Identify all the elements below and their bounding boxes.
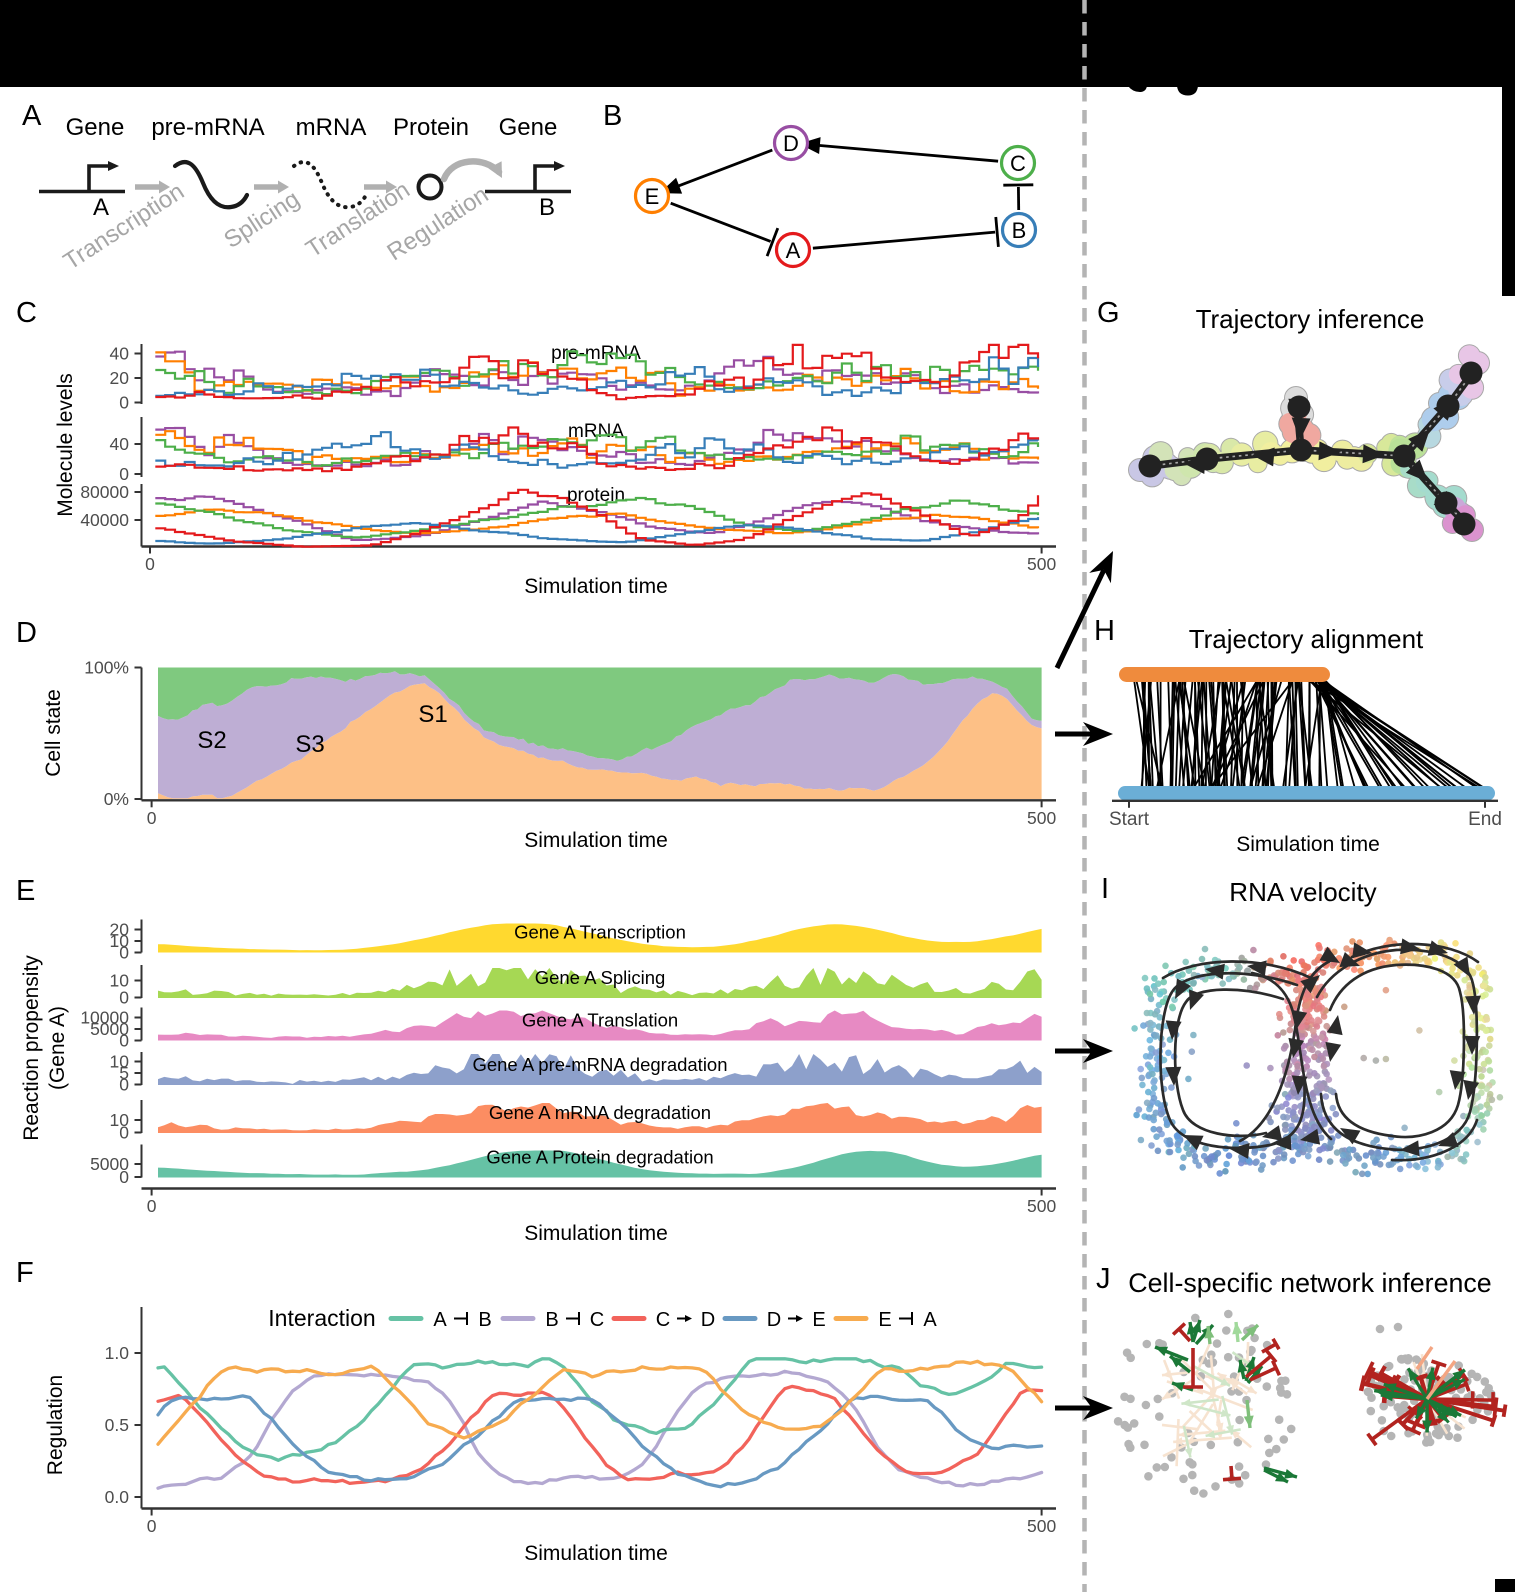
svg-text:10: 10 (110, 1052, 130, 1072)
svg-text:pre-mRNA: pre-mRNA (551, 343, 641, 364)
svg-text:Gene A mRNA degradation: Gene A mRNA degradation (489, 1102, 711, 1123)
svg-text:0: 0 (119, 1031, 129, 1051)
svg-text:End: End (1468, 809, 1502, 830)
svg-text:5: 5 (119, 1063, 129, 1083)
svg-text:0.0: 0.0 (105, 1487, 130, 1507)
svg-text:0%: 0% (104, 789, 129, 809)
svg-text:E: E (812, 1309, 825, 1331)
svg-text:0: 0 (119, 464, 129, 484)
svg-text:10: 10 (110, 971, 130, 991)
svg-text:Reaction propensity: Reaction propensity (20, 955, 43, 1141)
svg-text:RNA velocity: RNA velocity (1229, 877, 1376, 907)
svg-text:J: J (1096, 1263, 1111, 1295)
svg-text:C: C (656, 1309, 670, 1331)
svg-text:0: 0 (119, 988, 129, 1008)
svg-text:D: D (16, 617, 37, 649)
svg-text:C: C (1010, 151, 1026, 176)
svg-text:A: A (22, 100, 42, 132)
svg-text:A: A (93, 194, 109, 221)
svg-text:500: 500 (1027, 1196, 1056, 1216)
svg-text:E: E (878, 1309, 891, 1331)
svg-text:40: 40 (110, 434, 130, 454)
svg-text:E: E (16, 875, 35, 907)
svg-text:500: 500 (1027, 808, 1056, 828)
svg-text:Cell state: Cell state (42, 689, 65, 777)
svg-text:80000: 80000 (80, 482, 129, 502)
svg-text:D: D (767, 1309, 781, 1331)
svg-text:C: C (590, 1309, 604, 1331)
svg-text:Trajectory inference: Trajectory inference (1196, 304, 1425, 334)
svg-text:D: D (783, 131, 799, 156)
svg-text:Simulation time: Simulation time (524, 829, 668, 852)
svg-text:Gene: Gene (499, 114, 558, 141)
svg-text:pre-mRNA: pre-mRNA (151, 114, 264, 141)
svg-text:Molecule levels: Molecule levels (54, 373, 77, 517)
svg-text:Trajectory alignment: Trajectory alignment (1189, 624, 1424, 654)
svg-text:500: 500 (1027, 554, 1056, 574)
svg-text:B: B (478, 1309, 491, 1331)
svg-text:Gene A Protein degradation: Gene A Protein degradation (486, 1147, 713, 1168)
svg-text:Simulation time: Simulation time (1236, 833, 1380, 856)
svg-text:0.5: 0.5 (105, 1415, 129, 1435)
svg-text:20: 20 (110, 920, 130, 940)
svg-text:0: 0 (119, 1075, 129, 1095)
svg-text:Gene: Gene (66, 114, 125, 141)
svg-text:Start: Start (1109, 809, 1150, 830)
svg-text:10: 10 (110, 931, 130, 951)
svg-text:S3: S3 (295, 731, 324, 758)
svg-text:B: B (545, 1309, 558, 1331)
svg-text:5000: 5000 (90, 1019, 129, 1039)
svg-text:Simulation time: Simulation time (524, 1542, 668, 1565)
svg-text:B: B (603, 100, 622, 132)
svg-text:mRNA: mRNA (296, 114, 367, 141)
svg-text:Gene A pre-mRNA degradation: Gene A pre-mRNA degradation (472, 1054, 727, 1075)
svg-text:0: 0 (119, 943, 129, 963)
svg-text:Regulation: Regulation (44, 1375, 67, 1475)
svg-text:B: B (1012, 218, 1027, 243)
svg-text:0: 0 (145, 554, 155, 574)
svg-text:H: H (1094, 615, 1115, 647)
svg-text:20: 20 (110, 368, 130, 388)
svg-text:10: 10 (110, 1110, 130, 1130)
svg-text:C: C (16, 297, 37, 329)
svg-text:Gene A Transcription: Gene A Transcription (514, 922, 686, 943)
svg-text:D: D (701, 1309, 715, 1331)
svg-text:40: 40 (110, 344, 130, 364)
svg-text:E: E (645, 184, 660, 209)
svg-text:G: G (1097, 297, 1120, 329)
svg-text:I: I (1101, 873, 1109, 905)
svg-text:A: A (433, 1309, 447, 1331)
svg-text:100%: 100% (84, 658, 129, 678)
svg-text:Gene A Splicing: Gene A Splicing (535, 967, 666, 988)
svg-text:S1: S1 (418, 701, 447, 728)
svg-text:0: 0 (119, 1167, 129, 1187)
svg-text:Cell-specific network inferenc: Cell-specific network inference (1128, 1268, 1491, 1298)
svg-text:mRNA: mRNA (568, 421, 624, 442)
svg-text:40000: 40000 (80, 510, 129, 530)
svg-text:Splicing: Splicing (219, 186, 304, 254)
svg-text:(Gene A): (Gene A) (46, 1006, 69, 1090)
svg-text:protein: protein (567, 485, 625, 506)
svg-text:0: 0 (147, 808, 157, 828)
svg-text:B: B (539, 194, 555, 221)
svg-text:Simulation time: Simulation time (524, 1222, 668, 1245)
svg-text:0: 0 (147, 1516, 157, 1536)
svg-text:A: A (923, 1309, 937, 1331)
svg-text:Simulation time: Simulation time (524, 575, 668, 598)
svg-text:0: 0 (147, 1196, 157, 1216)
svg-text:Gene A Translation: Gene A Translation (522, 1010, 678, 1031)
svg-text:F: F (16, 1257, 34, 1289)
svg-text:1.0: 1.0 (105, 1343, 130, 1363)
svg-text:A: A (786, 238, 801, 263)
svg-text:Protein: Protein (393, 114, 469, 141)
svg-text:Interaction: Interaction (268, 1305, 375, 1331)
svg-text:0: 0 (119, 393, 129, 413)
svg-text:5000: 5000 (90, 1154, 129, 1174)
svg-text:10000: 10000 (80, 1008, 129, 1028)
svg-text:500: 500 (1027, 1516, 1056, 1536)
svg-text:S2: S2 (197, 727, 226, 754)
svg-text:0: 0 (119, 1123, 129, 1143)
